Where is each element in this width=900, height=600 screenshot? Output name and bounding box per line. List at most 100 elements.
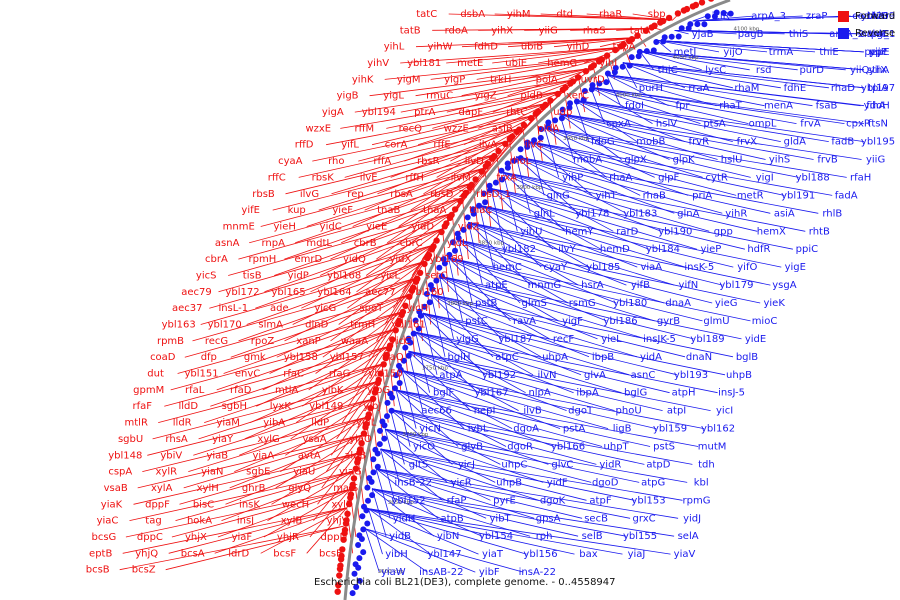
forward-connector (209, 244, 434, 309)
forward-feature (386, 342, 394, 349)
forward-gene-label: rep (347, 189, 363, 200)
forward-gene-label: ybl151 (185, 369, 219, 380)
legend-forward: Forward (838, 8, 895, 25)
forward-gene-label: uvrD (581, 74, 605, 85)
forward-feature (352, 465, 360, 472)
forward-gene-label: rbsA (390, 189, 413, 200)
reverse-gene-label: yicJ (458, 459, 475, 470)
forward-gene-label: yidP (288, 271, 309, 282)
forward-gene-label: ilvC (525, 140, 543, 151)
reverse-connector (368, 508, 431, 555)
reverse-gene-label: frvX (737, 137, 758, 148)
forward-gene-label: rhaS (583, 25, 606, 36)
forward-connector (317, 453, 358, 505)
reverse-gene-label: thiH (868, 11, 889, 22)
reverse-gene-label: thiF (869, 29, 888, 40)
forward-gene-label: rbsD_2 (430, 189, 465, 200)
forward-gene-label: ade (270, 303, 289, 314)
reverse-gene-label: yidE (745, 334, 766, 345)
forward-gene-label: mdtL (306, 238, 332, 249)
reverse-connector (430, 294, 734, 358)
forward-gene-label: cyaA (278, 156, 303, 167)
reverse-feature (356, 577, 363, 584)
reverse-feature (351, 570, 358, 577)
reverse-gene-label: ybl155 (623, 531, 657, 542)
forward-feature (425, 251, 433, 259)
forward-gene-label: yigP (444, 74, 465, 85)
reverse-feature (353, 584, 360, 590)
reverse-connector (448, 257, 751, 322)
reverse-connector (402, 370, 705, 429)
reverse-gene-label: ysgA (772, 280, 796, 291)
forward-feature (399, 308, 407, 316)
forward-connector (217, 489, 351, 538)
forward-connector (336, 381, 377, 440)
forward-gene-label: ldrD (228, 548, 249, 559)
forward-connector (188, 416, 367, 472)
forward-connector (318, 153, 497, 211)
reverse-gene-label: yjaB (692, 29, 714, 40)
reverse-connector (439, 275, 646, 340)
forward-gene-label: rffD (295, 140, 314, 151)
forward-gene-label: cbrA (205, 254, 228, 265)
reverse-feature (678, 25, 685, 32)
reverse-gene-label: yiaV (674, 549, 696, 560)
reverse-feature (504, 164, 511, 171)
reverse-connector (458, 239, 665, 304)
forward-connector (263, 489, 351, 538)
forward-feature (383, 351, 390, 359)
reverse-gene-label: ybl179 (719, 280, 753, 291)
reverse-gene-label: bglH (448, 352, 471, 363)
reverse-connector (530, 141, 689, 196)
reverse-gene-label: yiaJ (628, 549, 646, 560)
reverse-connector (415, 332, 430, 393)
reverse-feature (360, 549, 367, 556)
forward-gene-label: tnaC (469, 205, 492, 216)
scale-tick-label: 3800 kbp (447, 301, 473, 307)
reverse-connector (372, 488, 627, 537)
reverse-feature (704, 13, 711, 20)
reverse-feature (636, 48, 643, 55)
reverse-gene-label: pstA (563, 424, 585, 435)
reverse-connector (639, 50, 702, 71)
reverse-connector (530, 141, 737, 196)
reverse-feature (400, 357, 407, 364)
forward-connector (401, 311, 408, 374)
reverse-gene-label: yigF (562, 316, 583, 327)
forward-gene-label: bcsA (181, 548, 205, 559)
reverse-connector (448, 257, 703, 322)
reverse-gene-label: metR (737, 190, 764, 201)
forward-gene-label: rfaG (329, 369, 351, 380)
reverse-gene-label: gyrB (657, 316, 680, 327)
reverse-gene-label: ybl183 (623, 208, 657, 219)
reverse-connector (422, 313, 438, 375)
reverse-gene-label: fadA (835, 190, 858, 201)
forward-gene-label: rfaL (185, 385, 205, 396)
forward-connector (408, 294, 416, 358)
reverse-feature (661, 34, 668, 41)
reverse-gene-label: aec66 (421, 406, 452, 417)
reverse-gene-label: nepI (474, 406, 496, 417)
forward-gene-label: ilvG (300, 189, 319, 200)
forward-gene-label: rfaD (230, 385, 252, 396)
reverse-connector (368, 508, 479, 555)
forward-gene-label: yifL (341, 140, 359, 151)
forward-connector (238, 277, 417, 342)
reverse-connector (390, 409, 597, 465)
reverse-gene-label: yibH (385, 549, 408, 560)
reverse-gene-label: glmU (703, 316, 729, 327)
reverse-gene-label: yieK (763, 298, 785, 309)
reverse-gene-label: dgoK (540, 495, 566, 506)
forward-gene-label: rhsA (165, 434, 187, 445)
forward-gene-label: ybl160 (409, 287, 443, 298)
reverse-gene-label: rraA (688, 83, 709, 94)
reverse-connector (574, 99, 733, 142)
reverse-gene-label: rhaD (831, 83, 855, 94)
forward-connector (394, 329, 402, 390)
forward-connector (298, 127, 523, 178)
reverse-gene-label: kbl (694, 477, 709, 488)
reverse-gene-label: atpI (667, 406, 686, 417)
reverse-connector (408, 350, 711, 411)
reverse-connector (385, 428, 544, 483)
forward-gene-label: ybl168 (327, 271, 361, 282)
